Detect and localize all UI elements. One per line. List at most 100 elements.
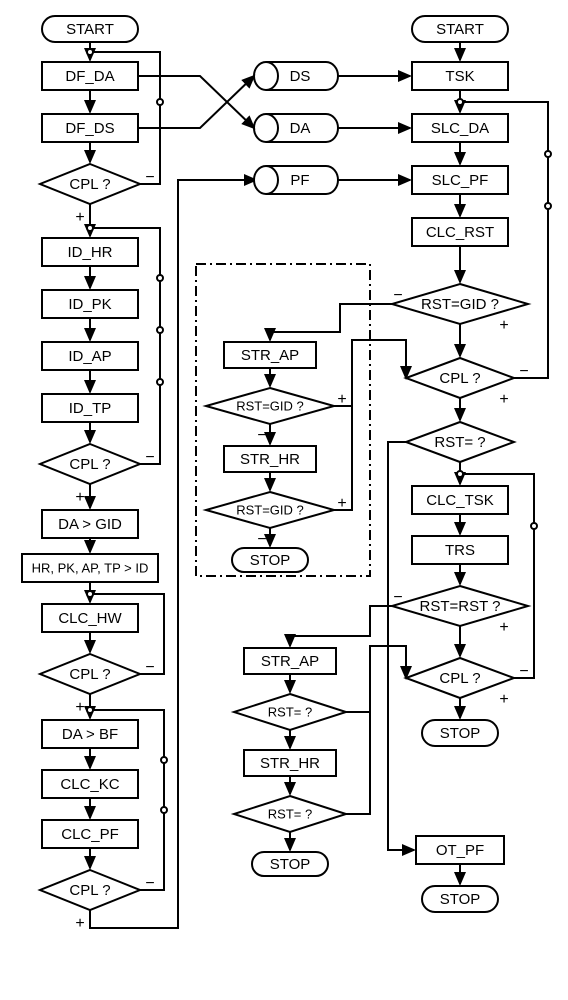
svg-text:DF_DA: DF_DA: [65, 68, 114, 85]
str-ap1: STR_AP: [224, 342, 316, 368]
svg-text:OT_PF: OT_PF: [436, 842, 484, 859]
svg-text:−: −: [393, 287, 402, 304]
svg-text:CPL ?: CPL ?: [69, 176, 110, 193]
svg-text:STOP: STOP: [270, 856, 311, 873]
sign-plus: +: [75, 209, 84, 226]
svg-text:ID_PK: ID_PK: [68, 296, 111, 313]
slc-da: SLC_DA: [412, 114, 508, 142]
left-start: START: [42, 16, 138, 42]
svg-text:−: −: [257, 427, 266, 444]
df-ds: DF_DS: [42, 114, 138, 142]
clc-rst: CLC_RST: [412, 218, 508, 246]
svg-text:CLC_KC: CLC_KC: [60, 776, 119, 793]
svg-text:RST=GID ?: RST=GID ?: [421, 296, 499, 313]
svg-text:STR_HR: STR_HR: [240, 451, 300, 468]
clc-tsk: CLC_TSK: [412, 486, 508, 514]
left-cpl2: CPL ?: [40, 444, 140, 484]
str-hr1: STR_HR: [224, 446, 316, 472]
rst-gid-mid1: RST=GID ?: [206, 388, 334, 424]
id-ap: ID_AP: [42, 342, 138, 370]
right-start: START: [412, 16, 508, 42]
rst-gid-mid2: RST=GID ?: [206, 492, 334, 528]
pf-cyl: PF: [254, 166, 338, 194]
svg-text:CPL ?: CPL ?: [439, 670, 480, 687]
id-hr: ID_HR: [42, 238, 138, 266]
svg-text:CLC_RST: CLC_RST: [426, 224, 494, 241]
str-ap2: STR_AP: [244, 648, 336, 674]
svg-text:TSK: TSK: [445, 68, 474, 85]
svg-text:DA: DA: [290, 120, 311, 137]
svg-text:RST= ?: RST= ?: [434, 434, 485, 451]
trs: TRS: [412, 536, 508, 564]
clc-pf-left: CLC_PF: [42, 820, 138, 848]
svg-text:STOP: STOP: [440, 891, 481, 908]
svg-text:CPL ?: CPL ?: [69, 456, 110, 473]
svg-text:STOP: STOP: [440, 725, 481, 742]
rst-q-right: RST= ?: [406, 422, 514, 462]
svg-text:DA > GID: DA > GID: [58, 516, 122, 533]
left-cpl3: CPL ?: [40, 654, 140, 694]
right-stop1: STOP: [422, 720, 498, 746]
svg-text:+: +: [75, 699, 84, 716]
mid-stop2: STOP: [252, 852, 328, 876]
str-hr2: STR_HR: [244, 750, 336, 776]
svg-text:+: +: [499, 391, 508, 408]
svg-text:+: +: [75, 489, 84, 506]
svg-text:SLC_PF: SLC_PF: [432, 172, 489, 189]
df-da: DF_DA: [42, 62, 138, 90]
da-bf: DA > BF: [42, 720, 138, 748]
ot-pf: OT_PF: [416, 836, 504, 864]
svg-text:ID_HR: ID_HR: [67, 244, 112, 261]
svg-text:RST=GID ?: RST=GID ?: [236, 502, 304, 517]
svg-text:RST= ?: RST= ?: [268, 704, 312, 719]
hr-pk: HR, PK, AP, TP > ID: [22, 554, 158, 582]
svg-text:START: START: [66, 21, 114, 38]
clc-hw: CLC_HW: [42, 604, 138, 632]
svg-text:+: +: [499, 317, 508, 334]
svg-text:START: START: [436, 21, 484, 38]
svg-text:+: +: [75, 915, 84, 932]
svg-text:+: +: [499, 619, 508, 636]
svg-text:SLC_DA: SLC_DA: [431, 120, 489, 137]
svg-text:RST= ?: RST= ?: [268, 806, 312, 821]
svg-text:STR_AP: STR_AP: [241, 347, 299, 364]
svg-text:CLC_TSK: CLC_TSK: [426, 492, 494, 509]
right-stop2: STOP: [422, 886, 498, 912]
id-pk: ID_PK: [42, 290, 138, 318]
svg-text:DF_DS: DF_DS: [65, 120, 114, 137]
svg-text:−: −: [257, 531, 266, 548]
da-gid: DA > GID: [42, 510, 138, 538]
svg-text:HR, PK, AP, TP > ID: HR, PK, AP, TP > ID: [32, 560, 149, 575]
da-cyl: DA: [254, 114, 338, 142]
mid-stop1: STOP: [232, 548, 308, 572]
svg-text:DS: DS: [290, 68, 311, 85]
svg-text:CLC_PF: CLC_PF: [61, 826, 119, 843]
svg-text:CPL ?: CPL ?: [69, 666, 110, 683]
rst-q-mid2: RST= ?: [234, 796, 346, 832]
right-cpl1: CPL ?: [406, 358, 514, 398]
tsk: TSK: [412, 62, 508, 90]
slc-pf: SLC_PF: [412, 166, 508, 194]
svg-text:ID_AP: ID_AP: [68, 348, 111, 365]
clc-kc: CLC_KC: [42, 770, 138, 798]
id-tp: ID_TP: [42, 394, 138, 422]
svg-text:+: +: [499, 691, 508, 708]
left-cpl4: CPL ?: [40, 870, 140, 910]
svg-text:RST=GID ?: RST=GID ?: [236, 398, 304, 413]
right-cpl2: CPL ?: [406, 658, 514, 698]
svg-text:CPL ?: CPL ?: [69, 882, 110, 899]
left-cpl1: CPL ?: [40, 164, 140, 204]
svg-text:PF: PF: [290, 172, 309, 189]
ds-cyl: DS: [254, 62, 338, 90]
svg-text:−: −: [393, 589, 402, 606]
svg-text:DA > BF: DA > BF: [62, 726, 118, 743]
rst-q-mid1: RST= ?: [234, 694, 346, 730]
svg-text:CPL ?: CPL ?: [439, 370, 480, 387]
svg-text:RST=RST ?: RST=RST ?: [420, 598, 501, 615]
svg-text:STOP: STOP: [250, 552, 291, 569]
svg-text:TRS: TRS: [445, 542, 475, 559]
svg-text:STR_HR: STR_HR: [260, 755, 320, 772]
svg-text:STR_AP: STR_AP: [261, 653, 319, 670]
svg-text:ID_TP: ID_TP: [69, 400, 112, 417]
svg-text:CLC_HW: CLC_HW: [58, 610, 122, 627]
